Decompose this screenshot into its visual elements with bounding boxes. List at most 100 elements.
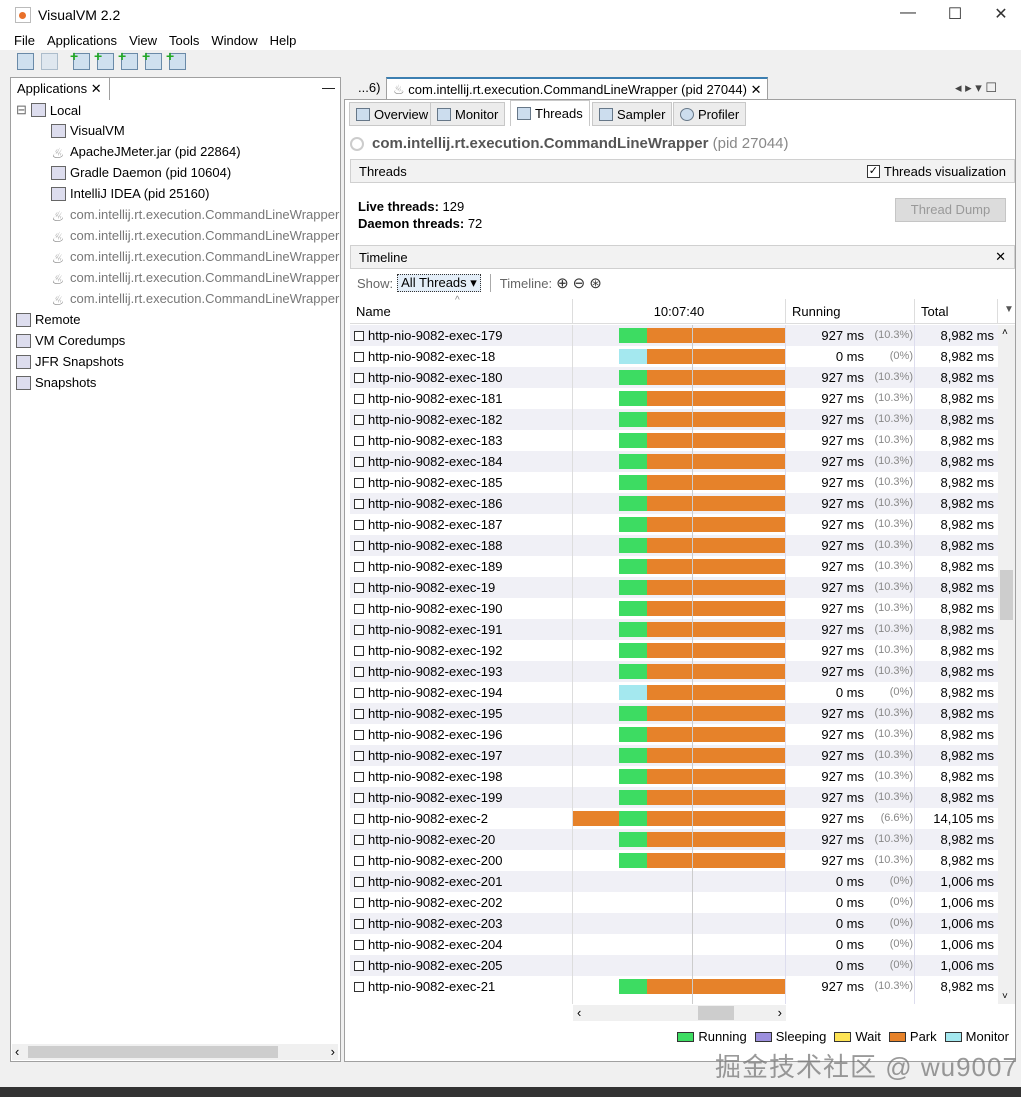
table-row[interactable]: http-nio-9082-exec-202 0 ms (0%) 1,006 m… bbox=[350, 892, 998, 913]
table-row[interactable]: http-nio-9082-exec-181 927 ms (10.3%) 8,… bbox=[350, 388, 998, 409]
checkbox[interactable]: ✓ bbox=[866, 165, 880, 178]
thread-checkbox[interactable] bbox=[354, 834, 364, 845]
thread-checkbox[interactable] bbox=[354, 918, 364, 929]
thread-checkbox[interactable] bbox=[354, 771, 364, 782]
table-row[interactable]: http-nio-9082-exec-183 927 ms (10.3%) 8,… bbox=[350, 430, 998, 451]
tree-item[interactable]: com.intellij.rt.execution.CommandLineWra… bbox=[51, 249, 339, 264]
tree-item[interactable]: VisualVM bbox=[51, 123, 125, 138]
table-row[interactable]: http-nio-9082-exec-189 927 ms (10.3%) 8,… bbox=[350, 556, 998, 577]
thread-checkbox[interactable] bbox=[354, 624, 364, 635]
table-row[interactable]: http-nio-9082-exec-200 927 ms (10.3%) 8,… bbox=[350, 850, 998, 871]
thread-checkbox[interactable] bbox=[354, 351, 364, 362]
thread-checkbox[interactable] bbox=[354, 897, 364, 908]
threads-visualization-checkbox[interactable]: ✓ Threads visualization bbox=[866, 164, 1006, 179]
timeline-horizontal-scrollbar[interactable]: ‹ › bbox=[573, 1005, 786, 1021]
table-row[interactable]: http-nio-9082-exec-201 0 ms (0%) 1,006 m… bbox=[350, 871, 998, 892]
table-row[interactable]: http-nio-9082-exec-191 927 ms (10.3%) 8,… bbox=[350, 619, 998, 640]
tab-overview[interactable]: Overview bbox=[349, 102, 436, 126]
thread-checkbox[interactable] bbox=[354, 540, 364, 551]
table-row[interactable]: http-nio-9082-exec-193 927 ms (10.3%) 8,… bbox=[350, 661, 998, 682]
thread-checkbox[interactable] bbox=[354, 729, 364, 740]
table-row[interactable]: http-nio-9082-exec-179 927 ms (10.3%) 8,… bbox=[350, 325, 998, 346]
minimize-panel-button[interactable]: — bbox=[322, 80, 335, 95]
tree-item[interactable]: ApacheJMeter.jar (pid 22864) bbox=[51, 144, 241, 159]
tab-commandlinewrapper[interactable]: ♨ com.intellij.rt.execution.CommandLineW… bbox=[386, 77, 769, 100]
tree-item[interactable]: JFR Snapshots bbox=[16, 354, 124, 369]
table-row[interactable]: http-nio-9082-exec-20 927 ms (10.3%) 8,9… bbox=[350, 829, 998, 850]
table-row[interactable]: http-nio-9082-exec-184 927 ms (10.3%) 8,… bbox=[350, 451, 998, 472]
tree-item[interactable]: IntelliJ IDEA (pid 25160) bbox=[51, 186, 209, 201]
applications-tab[interactable]: Applications ✕ bbox=[10, 77, 110, 100]
menu-tools[interactable]: Tools bbox=[169, 33, 200, 48]
tree-item[interactable]: com.intellij.rt.execution.CommandLineWra… bbox=[51, 207, 339, 222]
close-icon[interactable]: ✕ bbox=[750, 82, 762, 97]
table-row[interactable]: http-nio-9082-exec-192 927 ms (10.3%) 8,… bbox=[350, 640, 998, 661]
tab-profiler[interactable]: Profiler bbox=[673, 102, 747, 126]
menu-window[interactable]: Window bbox=[211, 33, 258, 48]
tab-threads[interactable]: Threads bbox=[510, 100, 590, 126]
thread-checkbox[interactable] bbox=[354, 498, 364, 509]
menu-applications[interactable]: Applications bbox=[46, 33, 118, 48]
tree-item[interactable]: com.intellij.rt.execution.CommandLineWra… bbox=[51, 270, 339, 285]
thread-checkbox[interactable] bbox=[354, 939, 364, 950]
thread-checkbox[interactable] bbox=[354, 645, 364, 656]
add-coredump-icon[interactable] bbox=[118, 48, 138, 70]
maximize-button[interactable]: ☐ bbox=[947, 6, 963, 23]
tree-item[interactable]: Remote bbox=[16, 312, 81, 327]
save-icon[interactable] bbox=[41, 53, 58, 70]
table-row[interactable]: http-nio-9082-exec-199 927 ms (10.3%) 8,… bbox=[350, 787, 998, 808]
tab-monitor[interactable]: Monitor bbox=[430, 102, 506, 126]
table-row[interactable]: http-nio-9082-exec-203 0 ms (0%) 1,006 m… bbox=[350, 913, 998, 934]
zoom-out-icon[interactable]: ⊖ bbox=[572, 275, 586, 292]
minimize-button[interactable]: — bbox=[900, 4, 916, 21]
thread-checkbox[interactable] bbox=[354, 519, 364, 530]
add-jmx-connection-icon[interactable] bbox=[70, 48, 90, 70]
close-icon[interactable]: ✕ bbox=[90, 81, 102, 96]
thread-checkbox[interactable] bbox=[354, 414, 364, 425]
tab-overflow[interactable]: ...6) bbox=[358, 80, 381, 95]
column-timeline[interactable]: 10:07:40 bbox=[573, 299, 786, 324]
table-row[interactable]: http-nio-9082-exec-19 927 ms (10.3%) 8,9… bbox=[350, 577, 998, 598]
thread-checkbox[interactable] bbox=[354, 813, 364, 824]
menu-file[interactable]: File bbox=[14, 33, 35, 48]
thread-checkbox[interactable] bbox=[354, 960, 364, 971]
tree-item[interactable]: com.intellij.rt.execution.CommandLineWra… bbox=[51, 291, 339, 306]
thread-checkbox[interactable] bbox=[354, 330, 364, 341]
table-row[interactable]: http-nio-9082-exec-2 927 ms (6.6%) 14,10… bbox=[350, 808, 998, 829]
tree-item[interactable]: Gradle Daemon (pid 10604) bbox=[51, 165, 231, 180]
thread-checkbox[interactable] bbox=[354, 456, 364, 467]
column-total[interactable]: Total bbox=[915, 299, 998, 324]
table-row[interactable]: http-nio-9082-exec-196 927 ms (10.3%) 8,… bbox=[350, 724, 998, 745]
thread-checkbox[interactable] bbox=[354, 561, 364, 572]
thread-checkbox[interactable] bbox=[354, 708, 364, 719]
thread-checkbox[interactable] bbox=[354, 393, 364, 404]
tree-item[interactable]: VM Coredumps bbox=[16, 333, 125, 348]
tree-item[interactable]: com.intellij.rt.execution.CommandLineWra… bbox=[51, 228, 339, 243]
zoom-in-icon[interactable]: ⊕ bbox=[556, 275, 569, 292]
thread-checkbox[interactable] bbox=[354, 687, 364, 698]
load-icon[interactable] bbox=[17, 53, 34, 70]
table-row[interactable]: http-nio-9082-exec-186 927 ms (10.3%) 8,… bbox=[350, 493, 998, 514]
thread-checkbox[interactable] bbox=[354, 666, 364, 677]
tab-sampler[interactable]: Sampler bbox=[592, 102, 673, 126]
column-running[interactable]: Running bbox=[786, 299, 915, 324]
thread-checkbox[interactable] bbox=[354, 477, 364, 488]
add-jfr-icon[interactable] bbox=[142, 48, 162, 70]
table-row[interactable]: http-nio-9082-exec-204 0 ms (0%) 1,006 m… bbox=[350, 934, 998, 955]
close-button[interactable]: ✕ bbox=[994, 6, 1008, 23]
column-name[interactable]: Name ^ bbox=[350, 295, 573, 324]
table-row[interactable]: http-nio-9082-exec-195 927 ms (10.3%) 8,… bbox=[350, 703, 998, 724]
thread-checkbox[interactable] bbox=[354, 855, 364, 866]
close-icon[interactable]: ✕ bbox=[995, 249, 1006, 264]
table-row[interactable]: http-nio-9082-exec-187 927 ms (10.3%) 8,… bbox=[350, 514, 998, 535]
table-row[interactable]: http-nio-9082-exec-198 927 ms (10.3%) 8,… bbox=[350, 766, 998, 787]
vertical-scrollbar[interactable]: ˄ ˅ bbox=[998, 325, 1015, 1004]
table-row[interactable]: http-nio-9082-exec-194 0 ms (0%) 8,982 m… bbox=[350, 682, 998, 703]
menu-help[interactable]: Help bbox=[269, 33, 297, 48]
thread-checkbox[interactable] bbox=[354, 750, 364, 761]
thread-checkbox[interactable] bbox=[354, 582, 364, 593]
tree-item[interactable]: ⊟ Local bbox=[16, 102, 81, 118]
thread-checkbox[interactable] bbox=[354, 876, 364, 887]
add-snapshot-icon[interactable] bbox=[166, 48, 186, 70]
menu-view[interactable]: View bbox=[129, 33, 158, 48]
